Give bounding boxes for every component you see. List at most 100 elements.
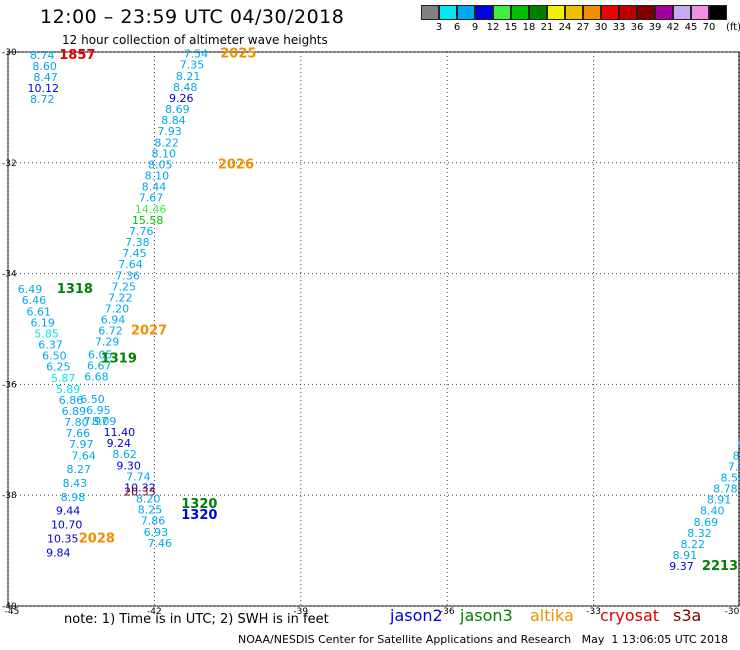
legend-swatch [511, 5, 529, 20]
legend-swatch [529, 5, 547, 20]
wave-height-label: 7.36 [115, 269, 140, 282]
wave-height-label: 8.84 [161, 114, 186, 127]
wave-height-label: 7.25 [111, 280, 135, 293]
wave-height-label: 7.80 [64, 416, 89, 429]
wave-height-label: 6.68 [84, 371, 109, 384]
wave-height-label: 8.25 [138, 504, 163, 517]
legend-unit: (ft) [726, 22, 740, 33]
legend-swatch [709, 5, 727, 20]
wave-height-label: 7.54 [184, 48, 209, 61]
wave-height-label: 8.44 [142, 181, 167, 194]
wave-height-label: 6.89 [62, 405, 87, 418]
wave-height-label: 9.1 [738, 438, 740, 451]
legend-label: 42 [666, 22, 680, 33]
legend-swatch [619, 5, 637, 20]
wave-height-label: 8.34 [733, 449, 740, 462]
wave-height-label: 8.69 [694, 516, 719, 529]
wave-height-label: 7.97 [69, 438, 94, 451]
wave-height-label: 7.35 [180, 59, 205, 72]
wave-height-label: 8.32 [687, 527, 712, 540]
wave-height-label: 6.61 [27, 305, 51, 318]
wave-height-label: 11.40 [104, 426, 136, 439]
wave-height-label: 7.93 [157, 125, 182, 138]
y-tick-label: -36 [2, 380, 17, 390]
legend-swatch [655, 5, 673, 20]
y-tick-label: -34 [2, 270, 17, 280]
wave-height-label: 10.70 [51, 519, 83, 532]
wave-height-label: 8.98 [61, 491, 85, 504]
wave-height-label: 5.89 [56, 383, 81, 396]
wave-height-label: 10.35 [47, 532, 79, 545]
wave-height-label: 7.67 [139, 192, 164, 205]
wave-height-label: 7.74 [126, 470, 151, 483]
wave-height-label: 8.74 [30, 49, 55, 62]
pass-time-label: 1318 [57, 282, 93, 297]
satellite-cryosat: cryosat [600, 606, 660, 625]
y-tick-label: -38 [2, 491, 17, 501]
wave-height-label: 7.66 [66, 427, 91, 440]
wave-height-label: 10.32 [124, 481, 156, 494]
wave-height-label: 7.29 [95, 336, 120, 349]
chart-title: 12:00 – 23:59 UTC 04/30/2018 [40, 6, 345, 28]
wave-height-label: 6.25 [46, 361, 70, 374]
wave-height-label: 5.85 [34, 327, 59, 340]
legend-label: 6 [453, 22, 461, 33]
wave-height-label: 7.86 [141, 515, 166, 528]
wave-height-label: 6.05 [88, 348, 113, 361]
wave-height-label: 8.27 [67, 463, 92, 476]
wave-height-label: 9.84 [46, 546, 70, 559]
wave-height-label: 6.67 [87, 360, 112, 373]
wave-height-label: 8.72 [30, 93, 55, 106]
wave-height-label: 7.38 [125, 236, 149, 249]
legend-label: 18 [522, 22, 536, 33]
legend-label: 27 [576, 22, 590, 33]
wave-height-label: 6.94 [101, 314, 126, 327]
x-tick-label: -39 [293, 607, 308, 617]
wave-height-label: 6.86 [59, 394, 84, 407]
wave-height-label: 9.24 [107, 437, 131, 450]
wave-height-label: 8.10 [151, 147, 176, 160]
legend-label: 36 [630, 22, 644, 33]
wave-height-label: 7.64 [118, 258, 142, 271]
wave-height-label: 8.21 [176, 70, 201, 83]
legend-swatch [637, 5, 655, 20]
x-tick-label: -33 [586, 607, 601, 617]
wave-height-label: 20.33 [124, 485, 156, 498]
legend-label: 30 [594, 22, 608, 33]
legend-swatch [583, 5, 601, 20]
wave-height-label: 6.50 [80, 393, 105, 406]
wave-height-label: 7.64 [71, 449, 96, 462]
legend-label: 21 [540, 22, 554, 33]
legend-label: 15 [504, 22, 518, 33]
pass-time-label: 1857 [59, 48, 95, 63]
legend-label: 9 [471, 22, 479, 33]
wave-height-label: 7.20 [105, 303, 129, 316]
pass-time-label: 2213 [702, 559, 738, 574]
wave-height-label: 10.12 [28, 82, 60, 95]
legend-swatch [421, 5, 439, 20]
wave-height-label: 7.46 [148, 537, 173, 550]
legend-label: 33 [612, 22, 626, 33]
wave-height-label: 8.22 [680, 538, 705, 551]
y-tick-label: -32 [2, 159, 17, 169]
wave-height-label: 8.09 [92, 415, 117, 428]
x-tick-label: -36 [440, 607, 455, 617]
legend-label: 45 [684, 22, 698, 33]
satellite-jason2: jason2 [390, 606, 443, 625]
wave-height-label: 8.20 [136, 493, 161, 506]
pass-time-label: 1320 [181, 497, 217, 512]
legend-swatch [493, 5, 511, 20]
legend-label: 70 [702, 22, 716, 33]
legend-label: 3 [435, 22, 443, 33]
wave-height-label: 9.30 [116, 459, 141, 472]
wave-height-label: 7.97 [84, 415, 109, 428]
x-tick-label: -45 [5, 607, 20, 617]
wave-height-label: 8.60 [32, 60, 57, 73]
wave-height-label: 8.78 [713, 483, 738, 496]
wave-height-label: 6.46 [22, 294, 47, 307]
pass-time-label: 1320 [181, 508, 217, 523]
wave-height-label: 8.91 [673, 549, 698, 562]
pass-time-label: 2028 [79, 531, 115, 546]
wave-height-label: 8.47 [33, 71, 58, 84]
legend-label: 39 [648, 22, 662, 33]
